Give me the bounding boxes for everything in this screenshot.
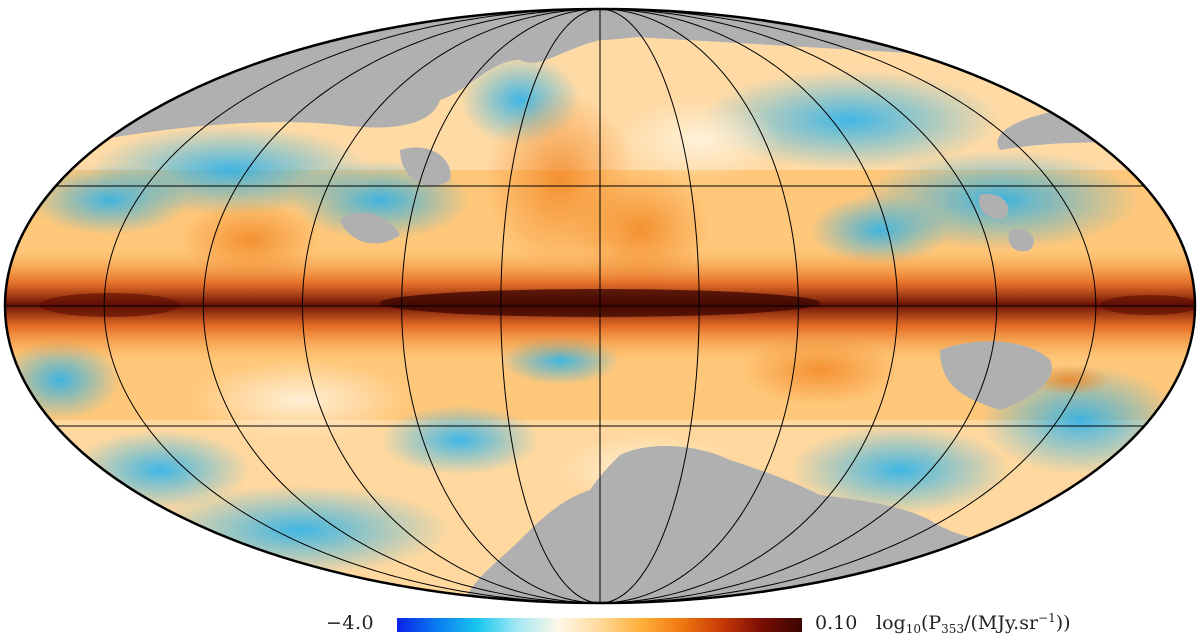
colorbar-max-label: 0.10: [815, 612, 858, 634]
unit-p-sub: 353: [941, 622, 965, 636]
colorbar: −4.0 0.10 log10(P353/(MJy.sr−1)): [0, 610, 1200, 639]
map-outline: [3, 7, 1197, 605]
graticule: [5, 8, 1195, 604]
colorbar-min-label: −4.0: [326, 612, 375, 634]
unit-log-base: 10: [905, 622, 921, 636]
unit-exponent: −1: [1038, 611, 1056, 625]
sky-map: [3, 7, 1197, 605]
unit-close: )): [1055, 612, 1071, 634]
unit-mid: /(MJy.sr: [964, 612, 1039, 634]
low-intensity-regions: [5, 55, 1180, 575]
unit-open: (P: [920, 612, 942, 634]
unit-log: log: [876, 612, 906, 634]
colorbar-unit-label: log10(P353/(MJy.sr−1)): [876, 611, 1071, 636]
colorbar-gradient: [397, 618, 802, 632]
